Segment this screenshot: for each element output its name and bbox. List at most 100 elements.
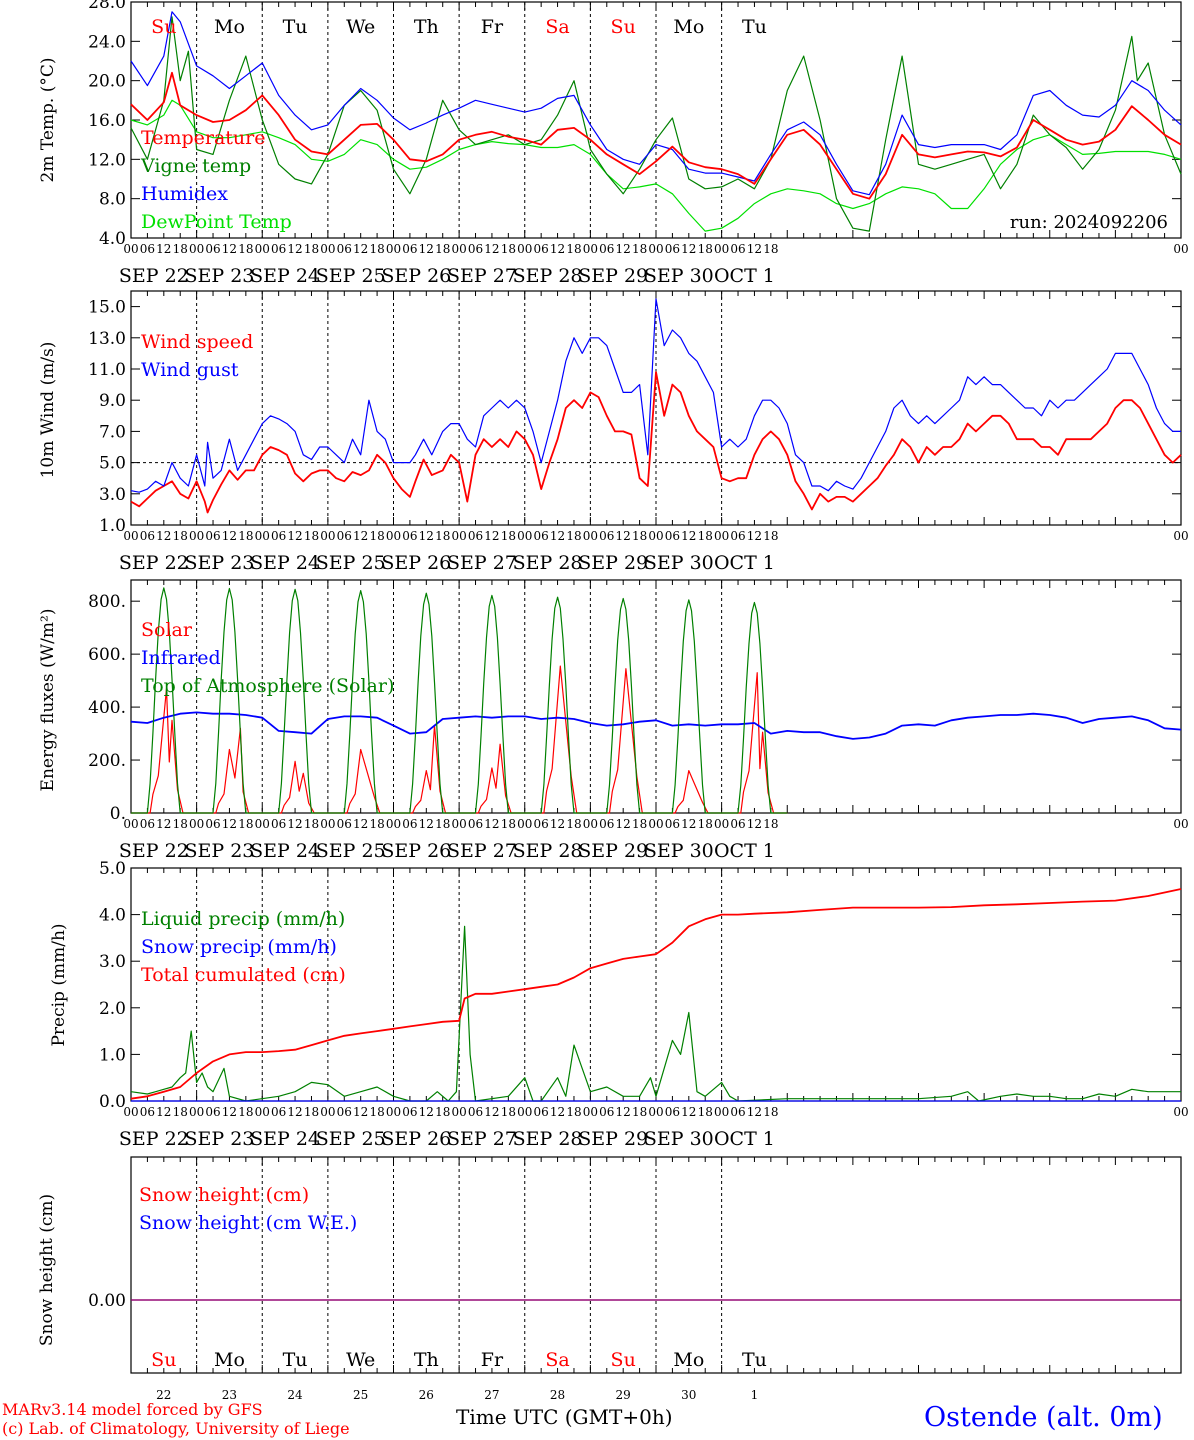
hour-tick-label: 00 — [189, 817, 204, 831]
hour-tick-label: 06 — [271, 817, 286, 831]
hour-tick-label: 00 — [517, 529, 532, 543]
hour-tick-label: 00 — [714, 817, 729, 831]
hour-tick-label: 00 — [648, 817, 663, 831]
legend-entry: DewPoint Temp — [141, 211, 292, 233]
hour-tick-label: 12 — [484, 1105, 499, 1119]
hour-tick-label: 06 — [140, 1105, 155, 1119]
day-number-label: 27 — [484, 1388, 499, 1402]
hour-tick-label: 18 — [632, 1105, 647, 1119]
hour-tick-label: 06 — [730, 529, 745, 543]
hour-tick-label: 00 — [451, 529, 466, 543]
hour-tick-label: 06 — [468, 242, 483, 256]
series-line-humidex — [130, 11, 1182, 196]
y-axis-label: Energy fluxes (W/m²) — [38, 609, 58, 792]
hour-tick-label: 18 — [763, 529, 778, 543]
hour-tick-label: 00 — [583, 1105, 598, 1119]
weekday-label: Tu — [283, 1349, 308, 1371]
legend-entry: Total cumulated (cm) — [141, 964, 346, 986]
hour-tick-label: 12 — [681, 529, 696, 543]
date-label: SEP 29 — [578, 265, 648, 287]
hour-tick-label: 12 — [419, 817, 434, 831]
hour-tick-label: 18 — [566, 817, 581, 831]
y-tick-label: 2.0 — [99, 999, 126, 1019]
legend-entry: Vigne temp — [140, 155, 251, 177]
hour-tick-label: 00 — [123, 242, 138, 256]
date-label: SEP 30 — [644, 552, 714, 574]
weekday-label: Fr — [481, 16, 504, 38]
hour-tick-label: 06 — [205, 242, 220, 256]
day-number-label: 1 — [751, 1388, 759, 1402]
hour-tick-label: 18 — [435, 817, 450, 831]
hour-tick-label: 18 — [435, 242, 450, 256]
y-axis-label: Precip (mm/h) — [49, 923, 69, 1046]
hour-tick-label: 00 — [320, 529, 335, 543]
date-label: SEP 27 — [447, 552, 517, 574]
series-line-top-of-atmosphere-solar- — [131, 587, 788, 814]
hour-tick-label: 06 — [402, 817, 417, 831]
weekday-label: Mo — [673, 16, 704, 38]
hour-tick-label: 12 — [222, 1105, 237, 1119]
legend-entry: Snow height (cm W.E.) — [139, 1212, 357, 1234]
date-label: SEP 29 — [578, 1128, 648, 1150]
weekday-label: Su — [611, 16, 636, 38]
hour-tick-label: 00 — [189, 242, 204, 256]
hour-tick-label: 18 — [566, 242, 581, 256]
hour-tick-label: 12 — [616, 242, 631, 256]
weekday-label: We — [346, 1349, 375, 1371]
hour-tick-label: 18 — [238, 242, 253, 256]
hour-tick-label: 18 — [435, 529, 450, 543]
hour-tick-label: 00 — [123, 529, 138, 543]
hour-tick-label: 12 — [550, 242, 565, 256]
weekday-label: Su — [151, 16, 176, 38]
hour-tick-label: 18 — [501, 817, 516, 831]
y-axis-label: 10m Wind (m/s) — [38, 342, 58, 479]
y-tick-label: 3.0 — [99, 952, 126, 972]
day-number-label: 24 — [287, 1388, 303, 1402]
hour-tick-label: 00 — [320, 1105, 335, 1119]
y-tick-label: 0.0 — [99, 1092, 126, 1112]
hour-tick-label: 06 — [599, 1105, 614, 1119]
hour-tick-label: 18 — [369, 529, 384, 543]
hour-tick-label: 12 — [419, 242, 434, 256]
legend-entry: Solar — [141, 619, 193, 641]
weekday-label: Tu — [283, 16, 308, 38]
hour-tick-label: 12 — [550, 817, 565, 831]
hour-tick-label: 18 — [632, 242, 647, 256]
weekday-label: Tu — [742, 16, 767, 38]
hour-tick-label: 12 — [747, 1105, 762, 1119]
hour-tick-label: 12 — [484, 817, 499, 831]
hour-tick-label: 18 — [763, 242, 778, 256]
y-tick-label: 4.0 — [99, 906, 126, 926]
y-tick-label: 600. — [88, 645, 126, 665]
hour-tick-label: 18 — [501, 242, 516, 256]
hour-tick-label: 12 — [681, 817, 696, 831]
hour-tick-label: 12 — [353, 529, 368, 543]
hour-tick-label: 18 — [304, 529, 319, 543]
hour-tick-label: 18 — [173, 817, 188, 831]
hour-tick-label: 06 — [337, 817, 352, 831]
hour-tick-label: 00 — [386, 1105, 401, 1119]
station-name: Ostende (alt. 0m) — [924, 1402, 1163, 1433]
hour-tick-label: 06 — [730, 817, 745, 831]
hour-tick-label: 18 — [238, 1105, 253, 1119]
hour-tick-label: 06 — [337, 529, 352, 543]
date-label: SEP 29 — [578, 840, 648, 862]
hour-tick-label: 12 — [222, 242, 237, 256]
hour-tick-label: 00 — [386, 817, 401, 831]
weekday-label: Sa — [545, 1349, 569, 1371]
hour-tick-label: 00 — [583, 242, 598, 256]
date-label: SEP 28 — [513, 840, 583, 862]
hour-tick-label: 18 — [632, 529, 647, 543]
hour-tick-label: 06 — [271, 242, 286, 256]
date-label: SEP 22 — [119, 265, 189, 287]
date-label: OCT 1 — [714, 265, 775, 287]
hour-tick-label: 00 — [386, 242, 401, 256]
y-tick-label: 20.0 — [88, 72, 126, 92]
hour-tick-label: 12 — [747, 529, 762, 543]
hour-tick-label: 06 — [337, 1105, 352, 1119]
hour-tick-label: 00 — [255, 1105, 270, 1119]
date-label: SEP 30 — [644, 1128, 714, 1150]
model-credit: MARv3.14 model forced by GFS — [2, 1400, 263, 1419]
y-tick-label: 1.0 — [99, 1045, 126, 1065]
